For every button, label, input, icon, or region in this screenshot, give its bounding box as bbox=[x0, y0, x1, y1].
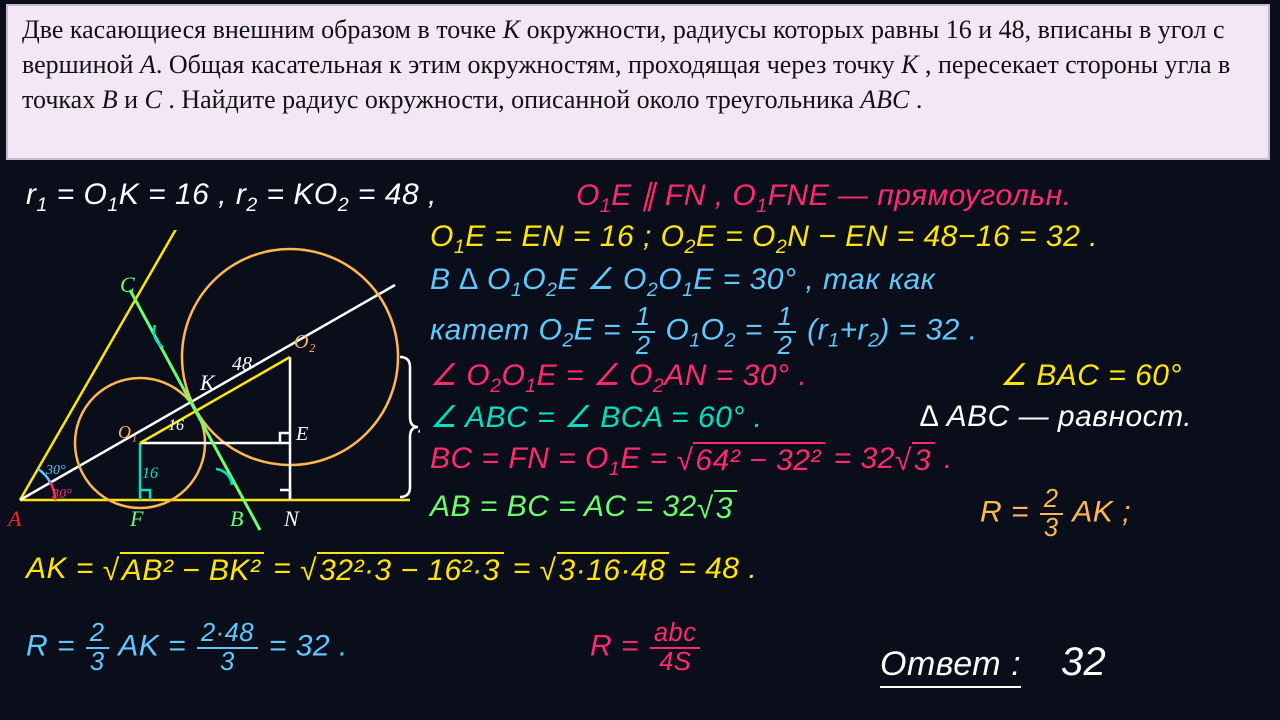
angle-30a: 30° bbox=[45, 463, 66, 478]
label-O1: O₁ bbox=[118, 422, 137, 442]
line-R-formula: R = 23 AK ; bbox=[980, 486, 1131, 542]
angle-30b: 30° bbox=[51, 487, 72, 502]
answer-label: Ответ : bbox=[880, 645, 1021, 688]
label-A: A bbox=[6, 506, 22, 531]
line-sides: AB = BC = AC = 32√3 bbox=[430, 490, 737, 526]
line-abc-angles: ∠ ABC = ∠ BCA = 60° . bbox=[430, 400, 763, 435]
num-48a: 48 bbox=[232, 353, 252, 375]
geometry-diagram: A F B N C K O₁ O₂ E 48 48 16 16 30° 30° bbox=[0, 230, 420, 540]
label-E: E bbox=[295, 423, 308, 445]
num-16a: 16 bbox=[168, 417, 184, 434]
problem-statement: Две касающиеся внешним образом в точке K… bbox=[6, 4, 1270, 160]
problem-text: Две касающиеся внешним образом в точке K… bbox=[22, 15, 1230, 114]
label-K: K bbox=[199, 370, 216, 395]
num-48b: 48 bbox=[418, 416, 420, 441]
answer: Ответ : 32 bbox=[880, 640, 1106, 688]
line-lengths: O1E = EN = 16 ; O2E = O2N − EN = 48−16 =… bbox=[430, 220, 1098, 259]
line-equilateral: ∆ ABC — равност. bbox=[920, 400, 1192, 434]
label-C: C bbox=[120, 272, 135, 297]
line-angle30: В ∆ O1O2E ∠ O2O1E = 30° , так как bbox=[430, 262, 935, 302]
line-R-calc: R = 23 AK = 2·483 = 32 . bbox=[26, 620, 348, 676]
line-bac60: ∠ BAC = 60° bbox=[1000, 358, 1182, 393]
line-ak: AK = √AB² − BK² = √32²·3 − 16²·3 = √3·16… bbox=[26, 552, 757, 588]
label-O2: O₂ bbox=[294, 331, 315, 353]
line-angles2: ∠ O2O1E = ∠ O2AN = 30° . bbox=[430, 358, 807, 398]
line-bc: BC = FN = O1E = √64² − 32² = 32√3 . bbox=[430, 442, 953, 481]
line-R-alt: R = abc4S bbox=[590, 620, 702, 676]
line-rectangle: O1E ∥ FN , O1FNE — прямоугольн. bbox=[576, 178, 1071, 218]
label-F: F bbox=[129, 506, 144, 531]
line-katet: катет O2E = 12 O1O2 = 12 (r1+r2) = 32 . bbox=[430, 304, 978, 360]
answer-value: 32 bbox=[1061, 640, 1107, 684]
line-radii: r1 = O1K = 16 , r2 = KO2 = 48 , bbox=[26, 178, 437, 217]
label-N: N bbox=[283, 506, 300, 531]
num-16b: 16 bbox=[142, 465, 158, 482]
label-B: B bbox=[230, 506, 243, 531]
